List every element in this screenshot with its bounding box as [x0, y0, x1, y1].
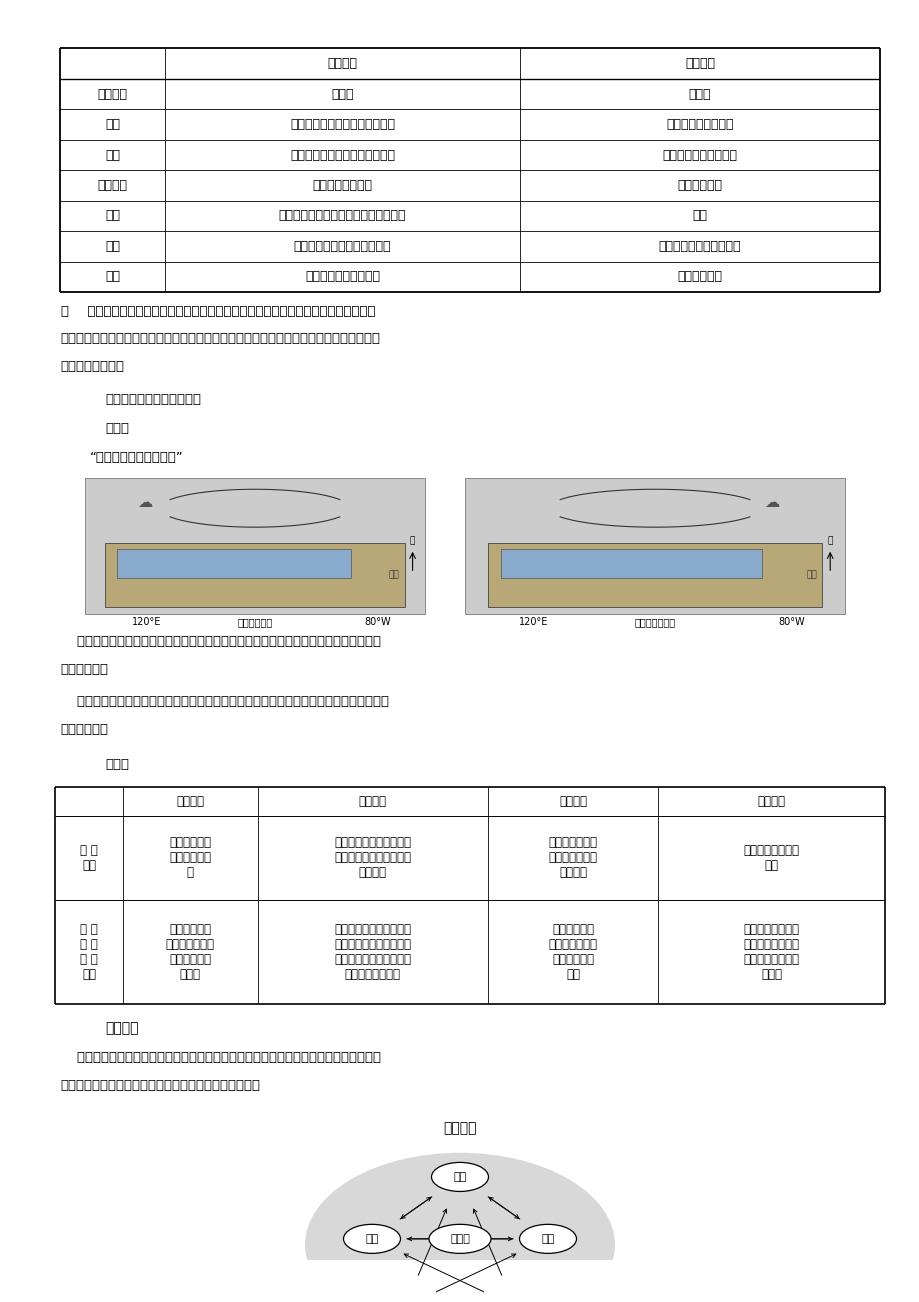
Text: （正常年份）: （正常年份）	[237, 617, 272, 626]
Text: 植被: 植被	[453, 1172, 466, 1182]
Ellipse shape	[376, 1292, 433, 1302]
Text: 温带落叶阔叶林、针叶林: 温带落叶阔叶林、针叶林	[658, 240, 741, 253]
Text: （讨论）正常年份与厒尔尼诺年份自然地理环境各要素的差异，学生讨论后，教师提问，: （讨论）正常年份与厒尔尼诺年份自然地理环境各要素的差异，学生讨论后，教师提问，	[60, 695, 389, 708]
Text: 80°W: 80°W	[777, 617, 804, 626]
Text: 大陆西岛出现
严重旱灾，东岛
荒漠地带暴雨
成灾: 大陆西岛出现 严重旱灾，东岛 荒漠地带暴雨 成灾	[549, 923, 597, 980]
Text: 我国西北地区最突出的自然特征是干旱。西北地区的植被、地貌、土壤以及河流特: 我国西北地区最突出的自然特征是干旱。西北地区的植被、地貌、土壤以及河流特	[79, 305, 375, 318]
Text: 投影：: 投影：	[105, 758, 129, 771]
Text: 师: 师	[60, 305, 68, 318]
Text: 北: 北	[410, 536, 414, 546]
Bar	[85, 478, 425, 613]
Text: 距海远: 距海远	[331, 87, 354, 100]
Text: 温带季风气候，湿润: 温带季风气候，湿润	[665, 118, 733, 132]
Text: 例，并认真加以分析，以增强对地理环境整体性的认识。: 例，并认真加以分析，以增强对地理环境整体性的认识。	[60, 1079, 260, 1092]
Text: 秘鲁寒流沿秘
鲁沿岛向西北
流: 秘鲁寒流沿秘 鲁沿岛向西北 流	[169, 836, 211, 879]
Text: 整体性: 整体性	[449, 1234, 470, 1243]
Bar	[106, 543, 404, 607]
Text: 80°W: 80°W	[364, 617, 391, 626]
Ellipse shape	[431, 1163, 488, 1191]
Text: 西岛降水较多，
东岛降水较少，
形成荒漠: 西岛降水较多， 东岛降水较少， 形成荒漠	[549, 836, 597, 879]
Text: 海洋生物: 海洋生物	[757, 794, 785, 807]
Text: 流水作用明显: 流水作用明显	[676, 178, 721, 191]
Text: 黑土、黑钒土: 黑土、黑钒土	[676, 271, 721, 284]
Text: 120°E: 120°E	[518, 617, 548, 626]
Text: 风化、风力作用强: 风化、风力作用强	[312, 178, 372, 191]
Text: 赤道: 赤道	[806, 570, 816, 579]
Text: 平原: 平原	[692, 210, 707, 223]
Text: 120°E: 120°E	[131, 617, 161, 626]
Text: “厒尔尼诺成因示意图片”: “厒尔尼诺成因示意图片”	[90, 452, 184, 465]
Text: 课堂小结: 课堂小结	[105, 1021, 139, 1035]
Text: ☁: ☁	[137, 495, 153, 510]
Text: 有机质含量少，荒漠土: 有机质含量少，荒漠土	[305, 271, 380, 284]
Text: 投影：: 投影：	[105, 422, 129, 435]
Text: 地貌: 地貌	[105, 210, 119, 223]
Text: 厒 尔
尼 诺
发 生
年份: 厒 尔 尼 诺 发 生 年份	[80, 923, 97, 980]
Text: 地表水贫乏，多内流河、和水湖: 地表水贫乏，多内流河、和水湖	[289, 148, 394, 161]
Text: 地表水丰富，多外流河: 地表水丰富，多外流河	[662, 148, 737, 161]
Text: 等连锁反应。: 等连锁反应。	[60, 663, 108, 676]
Text: 该海区水温升高，
营养物质减少，浮
游生物和鱼类、鸟
类死亡: 该海区水温升高， 营养物质减少，浮 游生物和鱼类、鸟 类死亡	[743, 923, 799, 980]
Text: 形成增强型对流，赤道太
平洋中部气流上升，西岛
气流下沉，东岛下沉气流
因水温升高而减弱: 形成增强型对流，赤道太 平洋中部气流上升，西岛 气流下沉，东岛下沉气流 因水温升…	[334, 923, 411, 980]
Ellipse shape	[428, 1224, 491, 1254]
Bar	[118, 548, 350, 578]
Text: 气候状况: 气候状况	[559, 794, 586, 807]
Text: 气候: 气候	[105, 118, 119, 132]
Text: 土壤: 土壤	[105, 271, 119, 284]
Text: 东北地区: 东北地区	[685, 57, 714, 70]
Ellipse shape	[519, 1224, 576, 1254]
Text: 正 常
年份: 正 常 年份	[80, 844, 97, 872]
Text: 并归纳总结。: 并归纳总结。	[60, 723, 108, 736]
Text: 植被稀少，以草原和荒漠为主: 植被稀少，以草原和荒漠为主	[293, 240, 391, 253]
Text: 气候: 气候	[540, 1234, 554, 1243]
Text: （厒尔尼诺年）: （厒尔尼诺年）	[634, 617, 675, 626]
Text: ☁: ☁	[763, 495, 778, 510]
Text: 洋流状况: 洋流状况	[176, 794, 204, 807]
Ellipse shape	[486, 1292, 543, 1302]
Ellipse shape	[305, 1152, 614, 1302]
Text: 生物繁盛形成秘鲁
渔场: 生物繁盛形成秘鲁 渔场	[743, 844, 799, 872]
Text: 北: 北	[826, 536, 832, 546]
Text: 水文: 水文	[365, 1234, 379, 1243]
Text: 理环境的整体性。: 理环境的整体性。	[60, 359, 124, 372]
Bar	[501, 548, 761, 578]
Text: 当太平洋东部海区水温异常升高时，将会导致鱼类死亡、大气环境异常、水旱灾害频发: 当太平洋东部海区水温异常升高时，将会导致鱼类死亡、大气环境异常、水旱灾害频发	[60, 635, 380, 648]
Text: 温带大陆性气候，干旱，多风沙: 温带大陆性气候，干旱，多风沙	[289, 118, 394, 132]
Text: 温暖海水从赤
道向南流动，迫
使秘鲁寒流向
西流动: 温暖海水从赤 道向南流动，迫 使秘鲁寒流向 西流动	[165, 923, 214, 980]
Text: 水文: 水文	[105, 148, 119, 161]
Text: 距海近: 距海近	[688, 87, 710, 100]
Text: 存在对流性环流，赤道太
平洋西岛气流上升，东岛
气流下沉: 存在对流性环流，赤道太 平洋西岛气流上升，东岛 气流下沉	[334, 836, 411, 879]
Text: 植物: 植物	[105, 240, 119, 253]
Text: 外力作用: 外力作用	[97, 178, 128, 191]
Text: 以高原、盆地、山地为主，多风蚀地貌: 以高原、盆地、山地为主，多风蚀地貌	[278, 210, 406, 223]
Text: 西北内陆: 西北内陆	[327, 57, 357, 70]
Text: 海陆位置: 海陆位置	[97, 87, 128, 100]
Text: 本节课我们主要运用案例来理解地理环境整体性的表现，希望同学们多搜集这方面的实: 本节课我们主要运用案例来理解地理环境整体性的表现，希望同学们多搜集这方面的实	[60, 1051, 380, 1064]
Bar	[464, 478, 844, 613]
Ellipse shape	[343, 1224, 400, 1254]
Text: （补充案例）厂尔尼诺现象: （补充案例）厂尔尼诺现象	[105, 393, 200, 406]
Text: 赤道: 赤道	[389, 570, 399, 579]
Text: 大气环流: 大气环流	[358, 794, 387, 807]
Text: 板书设计: 板书设计	[443, 1121, 476, 1135]
Text: 征都是与干旱的气候相一致的。西北地区各自然地理要素也与环境整体特征一致，体现了地: 征都是与干旱的气候相一致的。西北地区各自然地理要素也与环境整体特征一致，体现了地	[60, 332, 380, 345]
Bar	[487, 543, 822, 607]
